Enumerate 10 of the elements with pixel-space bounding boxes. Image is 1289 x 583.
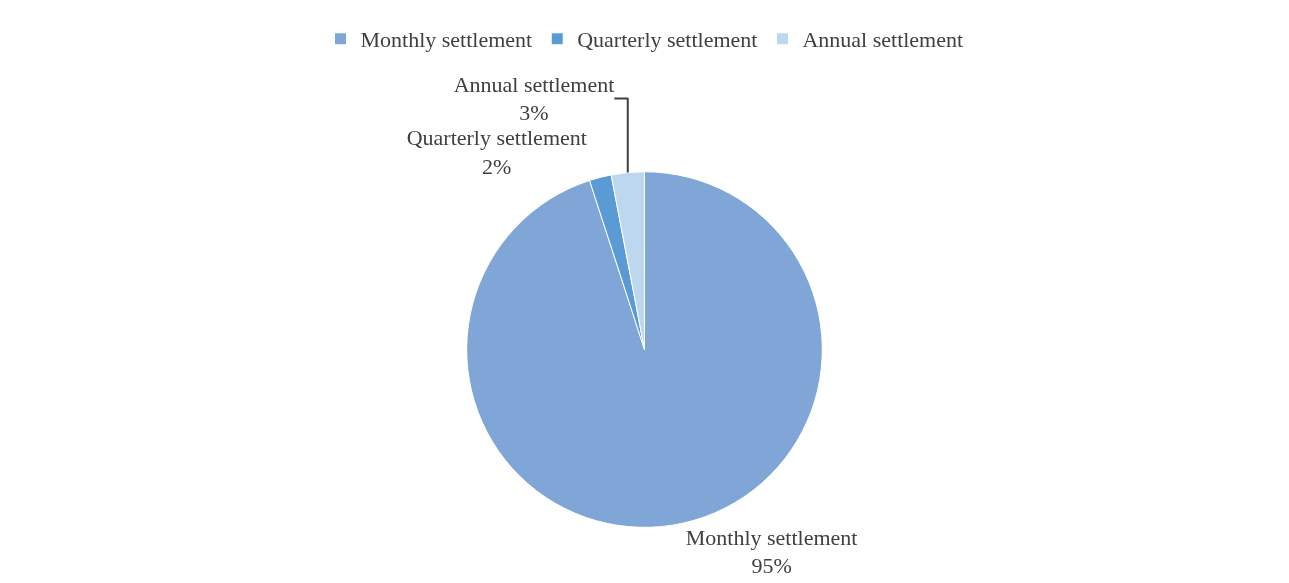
legend-label: Monthly settlement	[360, 27, 533, 53]
data-label: 2%	[482, 154, 512, 179]
slice-label: Monthly settlement	[685, 524, 858, 550]
legend-label: Annual settlement	[802, 27, 964, 53]
data-label: 3%	[519, 100, 549, 126]
data-label: 95%	[751, 553, 792, 579]
legend-label: Quarterly settlement	[577, 27, 758, 53]
pie-slice	[589, 174, 645, 351]
slice-label: Annual settlement	[453, 71, 615, 97]
slice-label: Quarterly settlement	[406, 125, 587, 151]
